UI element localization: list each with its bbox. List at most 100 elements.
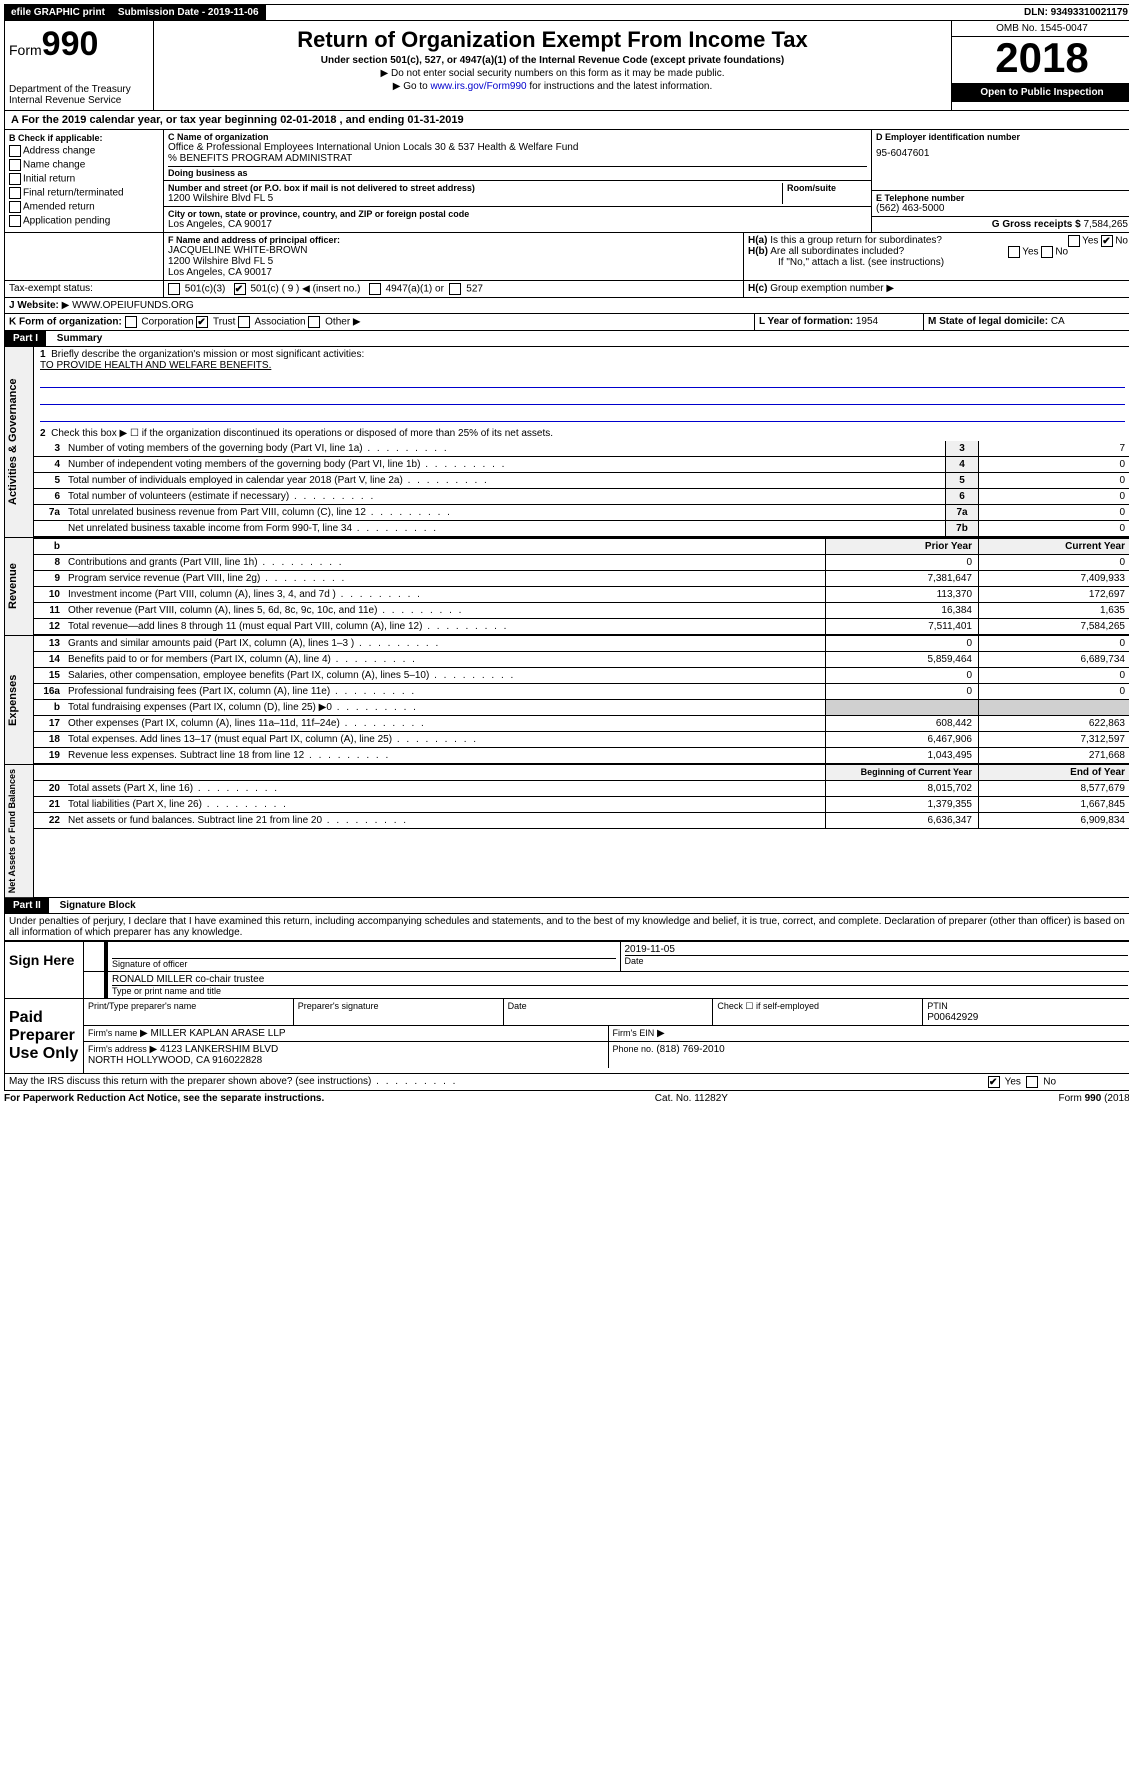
gross-receipts-label: G Gross receipts $	[992, 219, 1081, 230]
ein-label: D Employer identification number	[876, 132, 1128, 142]
chk-527[interactable]	[449, 283, 461, 295]
side-governance: Activities & Governance	[5, 347, 33, 537]
line-6: 6 Total number of volunteers (estimate i…	[34, 489, 1129, 505]
discuss-no[interactable]	[1026, 1076, 1038, 1088]
tax-exempt-row: Tax-exempt status: 501(c)(3) 501(c) ( 9 …	[4, 281, 1129, 298]
sign-here-block: Sign Here Signature of officer 2019-11-0…	[4, 941, 1129, 999]
checkbox-name-change[interactable]: Name change	[9, 158, 159, 172]
line-11: 11 Other revenue (Part VIII, column (A),…	[34, 603, 1129, 619]
col-prior: Prior Year	[825, 539, 978, 554]
part1-subtitle: Summary	[49, 333, 103, 344]
dba-label: Doing business as	[168, 166, 867, 178]
form-subtitle: Under section 501(c), 527, or 4947(a)(1)…	[158, 55, 947, 66]
officer-name: JACQUELINE WHITE-BROWN	[168, 245, 739, 256]
line-13: 13 Grants and similar amounts paid (Part…	[34, 636, 1129, 652]
part1-header: Part I	[5, 331, 46, 346]
line-21: 21 Total liabilities (Part X, line 26) 1…	[34, 797, 1129, 813]
form-number: Form990	[9, 25, 149, 64]
sig-officer-label: Signature of officer	[112, 958, 616, 969]
line-12: 12 Total revenue—add lines 8 through 11 …	[34, 619, 1129, 635]
cat-no: Cat. No. 11282Y	[655, 1093, 728, 1104]
perjury-text: Under penalties of perjury, I declare th…	[4, 914, 1129, 941]
efile-button[interactable]: efile GRAPHIC print	[5, 5, 112, 20]
gross-receipts: 7,584,265	[1084, 219, 1129, 230]
website-url[interactable]: WWW.OPEIUFUNDS.ORG	[72, 300, 194, 311]
line-20: 20 Total assets (Part X, line 16) 8,015,…	[34, 781, 1129, 797]
checkbox-amended-return[interactable]: Amended return	[9, 200, 159, 214]
form-title: Return of Organization Exempt From Incom…	[158, 27, 947, 53]
line-b: b Total fundraising expenses (Part IX, c…	[34, 700, 1129, 716]
form-ref: Form 990 (2018)	[1059, 1093, 1129, 1104]
sig-date: 2019-11-05	[625, 944, 1129, 955]
checkbox-address-change[interactable]: Address change	[9, 144, 159, 158]
chk-501c[interactable]	[234, 283, 246, 295]
discuss-row: May the IRS discuss this return with the…	[4, 1074, 1129, 1091]
chk-4947[interactable]	[369, 283, 381, 295]
officer-label: F Name and address of principal officer:	[168, 235, 739, 245]
chk-corp[interactable]	[125, 316, 137, 328]
year-formation: 1954	[856, 316, 878, 327]
officer-block: F Name and address of principal officer:…	[4, 233, 1129, 281]
checkbox-final-return[interactable]: Final return/terminated	[9, 186, 159, 200]
line-14: 14 Benefits paid to or for members (Part…	[34, 652, 1129, 668]
phone-label: E Telephone number	[876, 193, 1128, 203]
part2-header: Part II	[5, 898, 49, 913]
line-3: 3 Number of voting members of the govern…	[34, 441, 1129, 457]
line-22: 22 Net assets or fund balances. Subtract…	[34, 813, 1129, 829]
irs-link[interactable]: www.irs.gov/Form990	[430, 81, 526, 92]
h-a: H(a) Is this a group return for subordin…	[748, 235, 1128, 246]
line-15: 15 Salaries, other compensation, employe…	[34, 668, 1129, 684]
chk-assoc[interactable]	[238, 316, 250, 328]
line-7a: 7a Total unrelated business revenue from…	[34, 505, 1129, 521]
tax-year: 2018	[952, 37, 1129, 83]
addr-label: Number and street (or P.O. box if mail i…	[168, 183, 782, 193]
checkbox-initial-return[interactable]: Initial return	[9, 172, 159, 186]
line-4: 4 Number of independent voting members o…	[34, 457, 1129, 473]
line-16a: 16a Professional fundraising fees (Part …	[34, 684, 1129, 700]
side-netassets: Net Assets or Fund Balances	[5, 765, 33, 897]
submission-date: Submission Date - 2019-11-06	[112, 5, 266, 20]
h-b: H(b) Are all subordinates included? Yes …	[748, 246, 1128, 257]
date-label: Date	[625, 955, 1129, 966]
chk-501c3[interactable]	[168, 283, 180, 295]
firm-name: MILLER KAPLAN ARASE LLP	[150, 1028, 285, 1039]
printed-name: RONALD MILLER co-chair trustee	[112, 974, 1128, 985]
paid-preparer-block: Paid Preparer Use Only Print/Type prepar…	[4, 999, 1129, 1074]
line-17: 17 Other expenses (Part IX, column (A), …	[34, 716, 1129, 732]
org-name: Office & Professional Employees Internat…	[168, 142, 867, 164]
line-5: 5 Total number of individuals employed i…	[34, 473, 1129, 489]
discuss-yes[interactable]	[988, 1076, 1000, 1088]
chk-other[interactable]	[308, 316, 320, 328]
side-expenses: Expenses	[5, 636, 33, 764]
block-b-label: B Check if applicable:	[9, 132, 159, 144]
firm-phone: (818) 769-2010	[656, 1044, 724, 1055]
line-9: 9 Program service revenue (Part VIII, li…	[34, 571, 1129, 587]
h-b-note: If "No," attach a list. (see instruction…	[748, 257, 1128, 268]
checkbox-application-pending[interactable]: Application pending	[9, 214, 159, 228]
treasury-dept: Department of the Treasury Internal Reve…	[9, 84, 149, 106]
line-19: 19 Revenue less expenses. Subtract line …	[34, 748, 1129, 764]
chk-trust[interactable]	[196, 316, 208, 328]
q1: Briefly describe the organization's miss…	[51, 349, 364, 360]
h-c: H(c) Group exemption number ▶	[744, 281, 1129, 297]
col-current: Current Year	[978, 539, 1129, 554]
line-7b: Net unrelated business taxable income fr…	[34, 521, 1129, 537]
col-end: End of Year	[978, 765, 1129, 780]
city-label: City or town, state or province, country…	[168, 209, 867, 219]
ssn-note: Do not enter social security numbers on …	[158, 68, 947, 79]
org-city: Los Angeles, CA 90017	[168, 219, 867, 230]
officer-address: 1200 Wilshire Blvd FL 5 Los Angeles, CA …	[168, 256, 739, 278]
col-begin: Beginning of Current Year	[825, 765, 978, 780]
printed-label: Type or print name and title	[112, 985, 1128, 996]
org-name-label: C Name of organization	[168, 132, 867, 142]
paperwork-notice: For Paperwork Reduction Act Notice, see …	[4, 1093, 324, 1104]
form-org-row: K Form of organization: Corporation Trus…	[4, 314, 1129, 331]
instructions-link-line: Go to www.irs.gov/Form990 for instructio…	[158, 81, 947, 92]
side-revenue: Revenue	[5, 538, 33, 635]
line-10: 10 Investment income (Part VIII, column …	[34, 587, 1129, 603]
line-8: 8 Contributions and grants (Part VIII, l…	[34, 555, 1129, 571]
phone: (562) 463-5000	[876, 203, 1128, 214]
part2-subtitle: Signature Block	[52, 900, 136, 911]
identity-block: B Check if applicable: Address change Na…	[4, 130, 1129, 233]
top-bar: efile GRAPHIC print Submission Date - 20…	[4, 4, 1129, 21]
